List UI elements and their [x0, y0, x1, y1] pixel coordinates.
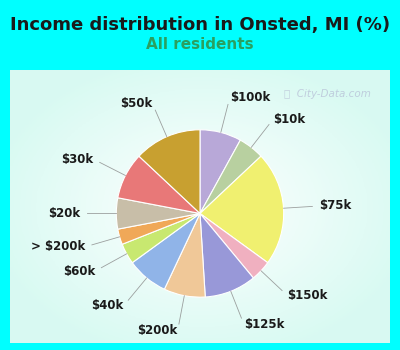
- Text: $100k: $100k: [230, 91, 270, 104]
- Wedge shape: [200, 156, 284, 262]
- Text: > $200k: > $200k: [31, 240, 85, 253]
- Text: $150k: $150k: [287, 289, 328, 302]
- Text: Income distribution in Onsted, MI (%): Income distribution in Onsted, MI (%): [10, 16, 390, 34]
- Wedge shape: [200, 214, 253, 297]
- Wedge shape: [118, 156, 200, 214]
- Text: $40k: $40k: [92, 299, 124, 312]
- Text: $60k: $60k: [63, 265, 95, 278]
- Text: $50k: $50k: [120, 97, 152, 110]
- Text: $20k: $20k: [48, 207, 80, 220]
- Wedge shape: [139, 130, 200, 214]
- Wedge shape: [122, 214, 200, 262]
- Text: $10k: $10k: [273, 112, 306, 126]
- Text: $125k: $125k: [244, 318, 284, 331]
- Wedge shape: [164, 214, 205, 297]
- Text: $30k: $30k: [61, 153, 94, 166]
- Wedge shape: [200, 130, 240, 214]
- Text: ⓘ  City-Data.com: ⓘ City-Data.com: [284, 89, 370, 99]
- Wedge shape: [118, 214, 200, 244]
- Wedge shape: [200, 214, 268, 278]
- Text: $75k: $75k: [319, 199, 352, 212]
- Wedge shape: [116, 198, 200, 229]
- Text: All residents: All residents: [146, 37, 254, 52]
- Wedge shape: [200, 140, 261, 214]
- Text: $200k: $200k: [137, 324, 178, 337]
- Wedge shape: [132, 214, 200, 289]
